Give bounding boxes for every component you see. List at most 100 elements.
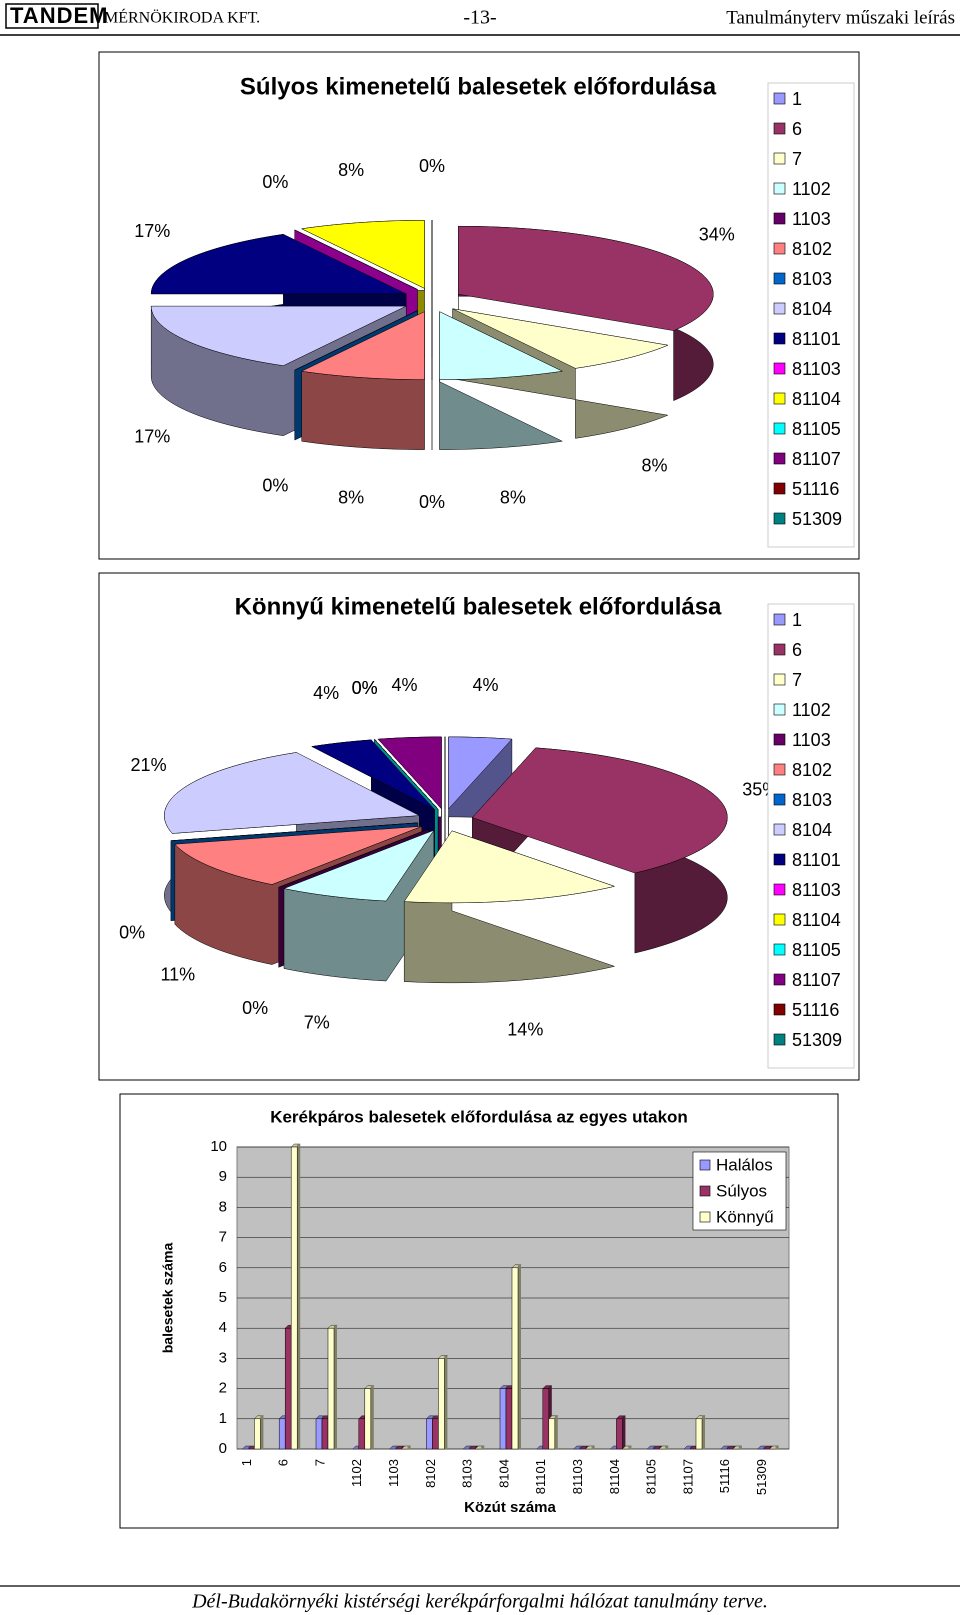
bar — [695, 1418, 703, 1450]
legend-swatch — [773, 482, 786, 495]
bar-side — [628, 1446, 632, 1449]
bar — [321, 1418, 329, 1450]
legend-swatch — [773, 913, 786, 926]
y-tick-label: 5 — [219, 1289, 227, 1306]
legend-swatch — [773, 392, 786, 405]
chart-frame — [98, 51, 860, 560]
bar-side — [444, 1355, 448, 1449]
x-tick-label: 81107 — [680, 1459, 695, 1494]
legend-swatch — [773, 122, 786, 135]
legend-label: 8104 — [792, 820, 832, 840]
x-tick-label: 8104 — [496, 1459, 511, 1488]
bar — [616, 1418, 623, 1450]
legend-label: 8104 — [792, 299, 832, 319]
data-label: 8% — [338, 160, 364, 180]
legend-swatch — [773, 733, 786, 746]
bar-side — [370, 1385, 374, 1449]
legend-swatch — [773, 823, 786, 836]
legend-swatch — [773, 943, 786, 956]
bar — [254, 1418, 261, 1450]
legend-swatch — [773, 152, 786, 165]
chart-title: Kerékpáros balesetek előfordulása az egy… — [270, 1107, 688, 1126]
company-name: MÉRNÖKIRODA KFT. — [104, 8, 260, 27]
legend-swatch — [773, 703, 786, 716]
legend-swatch — [773, 452, 786, 465]
pie-slice — [377, 736, 442, 810]
legend-swatch — [773, 302, 786, 315]
legend-label: 1102 — [792, 179, 831, 199]
bar-side — [334, 1325, 337, 1449]
x-tick-label: 51309 — [754, 1459, 769, 1495]
legend-swatch — [699, 1211, 711, 1223]
legend-swatch — [773, 182, 786, 195]
bar — [426, 1418, 433, 1450]
legend-swatch — [773, 272, 786, 285]
bar — [542, 1388, 550, 1450]
page-number: -13- — [463, 7, 496, 29]
legend-swatch — [773, 883, 786, 896]
y-tick-label: 7 — [219, 1229, 227, 1246]
document-title: Tanulmányterv műszaki leírás — [726, 7, 955, 28]
legend-label: 51116 — [792, 1000, 839, 1020]
pie-slice — [452, 308, 669, 369]
y-axis-label: balesetek száma — [160, 1243, 176, 1354]
data-label: 14% — [507, 1020, 543, 1040]
x-tick-label: 8102 — [423, 1459, 438, 1488]
legend-swatch — [773, 673, 786, 686]
bar-side — [260, 1415, 264, 1449]
pie-slice — [458, 225, 714, 331]
pie-slice — [278, 828, 429, 888]
legend-swatch — [773, 763, 786, 776]
pie-slice — [174, 826, 422, 885]
bar-side — [702, 1415, 705, 1449]
bar-side — [591, 1446, 595, 1449]
legend-label: 81101 — [792, 329, 841, 349]
bar — [364, 1388, 372, 1450]
legend-label: 8103 — [792, 790, 832, 810]
legend-label: 51309 — [792, 509, 842, 529]
legend-label: 81101 — [792, 850, 841, 870]
pie-slice — [300, 311, 425, 380]
legend-label: 81107 — [792, 970, 841, 990]
legend-swatch — [773, 92, 786, 105]
x-tick-label: 1103 — [386, 1459, 401, 1487]
data-label: 17% — [134, 426, 170, 446]
bar — [438, 1358, 445, 1450]
bar — [499, 1388, 507, 1450]
pie-slice — [448, 736, 513, 810]
data-label: 4% — [472, 675, 498, 695]
legend-label: 81107 — [792, 449, 841, 469]
data-label: 0% — [419, 156, 445, 176]
legend-swatch — [773, 422, 786, 435]
legend-swatch — [699, 1185, 711, 1197]
x-tick-label: 51116 — [717, 1459, 732, 1493]
data-label: 8% — [338, 488, 364, 508]
y-tick-label: 8 — [219, 1198, 227, 1215]
data-label: 4% — [313, 683, 339, 703]
data-label: 0% — [262, 475, 288, 495]
pie-slice — [150, 305, 407, 366]
legend-label: 1 — [792, 89, 802, 109]
data-label: 0% — [352, 678, 378, 698]
legend-swatch — [773, 973, 786, 986]
legend-label: 8102 — [792, 239, 832, 259]
y-tick-label: 6 — [219, 1259, 227, 1276]
x-tick-label: 8103 — [460, 1459, 475, 1488]
bar-side — [665, 1446, 669, 1449]
x-tick-label: 7 — [312, 1459, 327, 1466]
bar-side — [554, 1415, 558, 1449]
legend-label: 1 — [792, 610, 802, 630]
legend-label: 51309 — [792, 1030, 842, 1050]
bar-side — [297, 1144, 301, 1449]
chart-title: Súlyos kimenetelű balesetek előfordulása — [240, 73, 717, 100]
legend-swatch — [773, 212, 786, 225]
bar — [511, 1267, 519, 1450]
legend-label: Könnyű — [716, 1207, 774, 1226]
legend-label: Súlyos — [716, 1181, 767, 1200]
bar — [358, 1418, 366, 1450]
bar — [278, 1418, 286, 1450]
legend-label: 8103 — [792, 269, 832, 289]
bar — [432, 1418, 439, 1450]
pie-slice — [311, 739, 435, 810]
bar-side — [481, 1446, 485, 1449]
